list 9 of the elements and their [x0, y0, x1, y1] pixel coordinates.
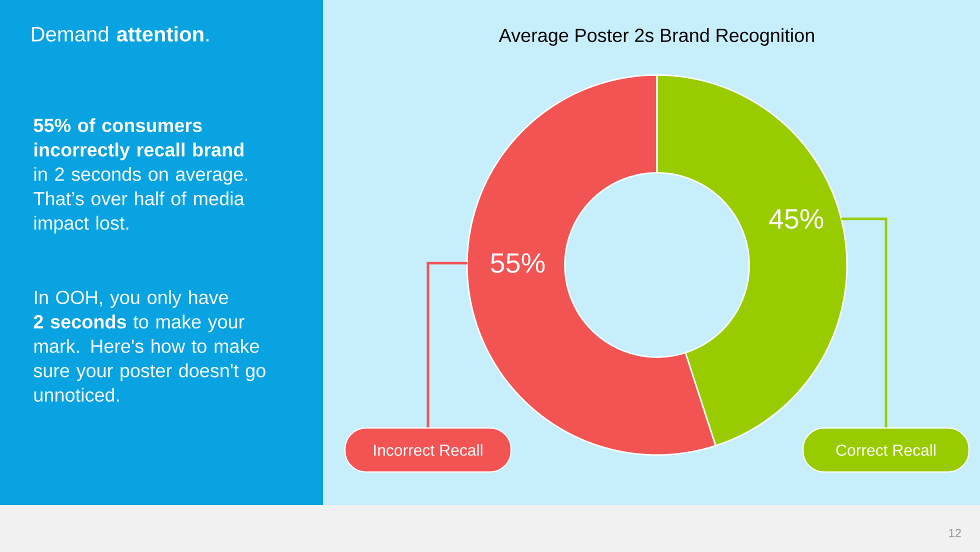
legend-label: Correct Recall — [836, 444, 936, 456]
legend-label: Incorrect Recall — [374, 444, 482, 456]
text: In OOH, you only have 2 seconds to make your mark. Here's how to make sure your poster doesn't go unnoticed. — [34, 290, 266, 402]
chart-title: Average Poster 2s Brand Recognition — [498, 28, 814, 46]
text: 55% of consumers incorrectly recall brand in 2 seconds on average. That’s over half of media impact lost. — [34, 118, 248, 234]
text: 12 — [949, 528, 961, 538]
text: Demand attention. — [32, 26, 208, 42]
data-label: 45% — [769, 209, 824, 229]
data-label: 55% — [490, 253, 545, 273]
